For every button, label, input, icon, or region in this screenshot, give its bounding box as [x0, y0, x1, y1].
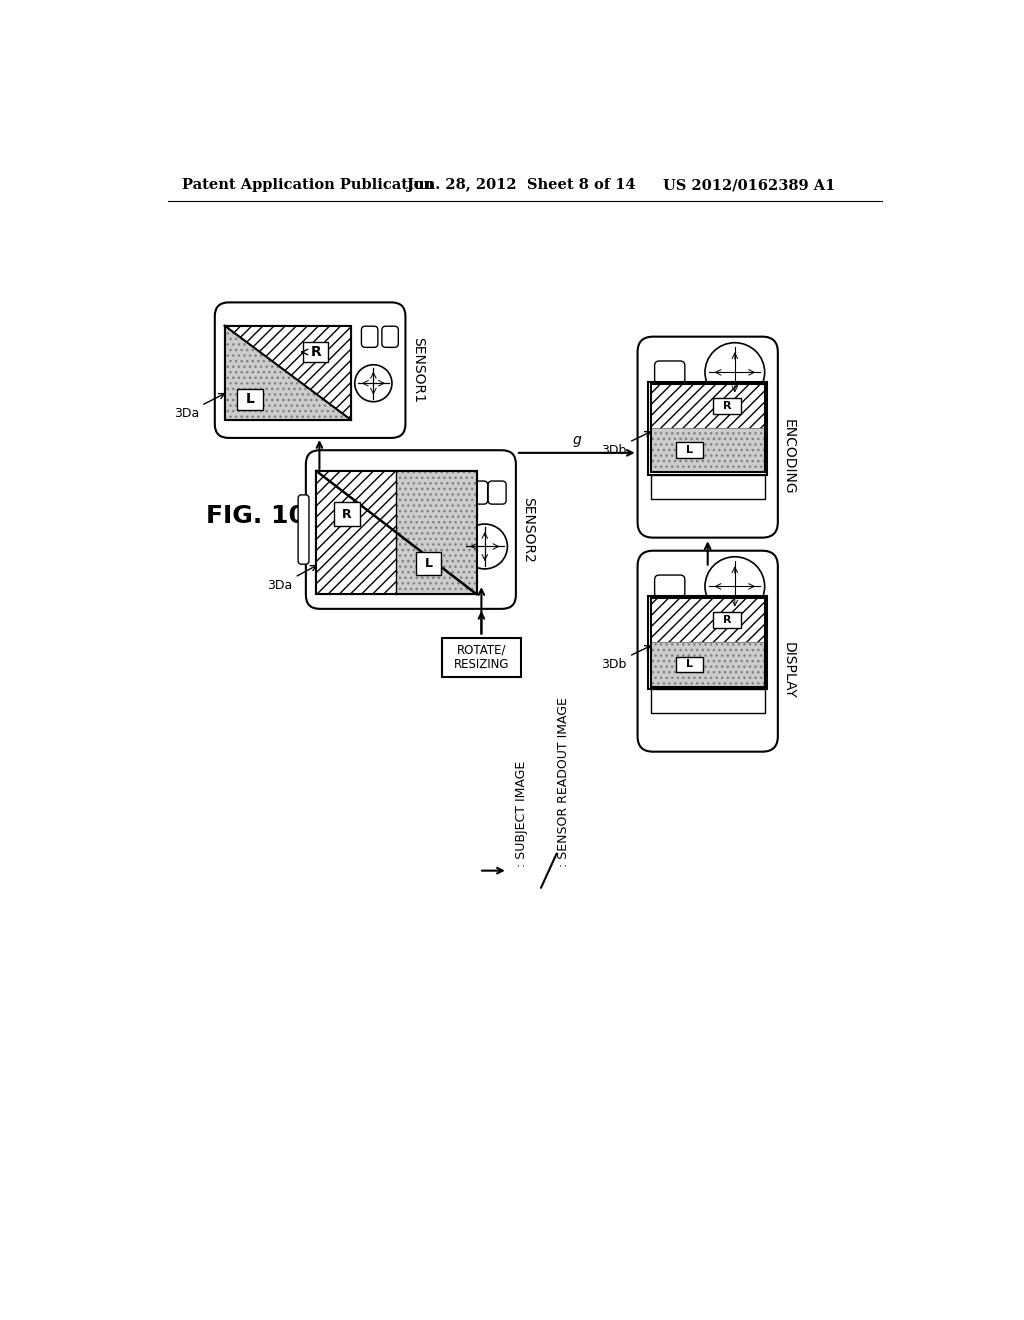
Text: R: R: [723, 615, 731, 624]
Bar: [650, 384, 765, 473]
FancyBboxPatch shape: [638, 550, 778, 751]
Text: R: R: [723, 401, 731, 411]
Text: 3Da: 3Da: [174, 407, 199, 420]
Text: L: L: [686, 660, 693, 669]
Bar: [714, 397, 740, 413]
Text: RESIZING: RESIZING: [454, 657, 509, 671]
Bar: [650, 598, 765, 643]
Text: FIG. 10: FIG. 10: [206, 504, 305, 528]
FancyBboxPatch shape: [654, 576, 685, 598]
FancyBboxPatch shape: [382, 326, 398, 347]
Text: US 2012/0162389 A1: US 2012/0162389 A1: [663, 178, 836, 193]
Polygon shape: [224, 326, 351, 420]
Bar: [334, 503, 359, 525]
FancyBboxPatch shape: [654, 360, 685, 384]
Bar: [224, 326, 351, 420]
Bar: [650, 384, 765, 428]
Bar: [316, 471, 396, 594]
Text: R: R: [342, 508, 351, 520]
Text: L: L: [686, 445, 693, 455]
Bar: [714, 612, 740, 628]
Bar: [676, 656, 703, 672]
Circle shape: [705, 343, 765, 403]
Text: SENSOR2: SENSOR2: [521, 496, 536, 562]
Text: R: R: [310, 345, 321, 359]
Bar: [650, 643, 765, 686]
Text: g: g: [572, 433, 581, 446]
FancyBboxPatch shape: [488, 480, 506, 504]
Bar: [650, 428, 765, 473]
Text: : SENSOR READOUT IMAGE: : SENSOR READOUT IMAGE: [557, 697, 569, 867]
FancyBboxPatch shape: [215, 302, 406, 438]
Text: Jun. 28, 2012  Sheet 8 of 14: Jun. 28, 2012 Sheet 8 of 14: [407, 178, 636, 193]
Text: 3Db: 3Db: [601, 657, 627, 671]
Text: Patent Application Publication: Patent Application Publication: [182, 178, 434, 193]
Circle shape: [462, 524, 508, 569]
Text: L: L: [425, 557, 432, 570]
Polygon shape: [224, 326, 351, 420]
Bar: [224, 326, 351, 420]
Bar: [650, 598, 765, 686]
Bar: [316, 471, 476, 594]
Bar: [648, 381, 767, 475]
FancyBboxPatch shape: [361, 326, 378, 347]
Bar: [303, 342, 329, 363]
Bar: [648, 595, 767, 689]
Bar: [416, 552, 441, 576]
Text: L: L: [246, 392, 254, 407]
FancyBboxPatch shape: [638, 337, 778, 537]
Text: 3Da: 3Da: [267, 579, 293, 591]
Text: DISPLAY: DISPLAY: [781, 643, 796, 700]
Bar: [396, 471, 476, 594]
Bar: [238, 389, 262, 409]
FancyBboxPatch shape: [306, 450, 516, 609]
Text: SENSOR1: SENSOR1: [411, 337, 425, 403]
Bar: [316, 471, 476, 594]
Text: ENCODING: ENCODING: [781, 418, 796, 495]
Text: 3Db: 3Db: [601, 444, 627, 457]
Circle shape: [354, 364, 392, 401]
Bar: [650, 689, 765, 713]
Text: : SUBJECT IMAGE: : SUBJECT IMAGE: [515, 760, 528, 867]
Bar: [650, 475, 765, 499]
Bar: [442, 638, 521, 677]
Bar: [676, 442, 703, 458]
FancyBboxPatch shape: [470, 480, 487, 504]
Circle shape: [705, 557, 765, 616]
Text: ROTATE/: ROTATE/: [457, 644, 506, 657]
FancyBboxPatch shape: [298, 495, 309, 564]
